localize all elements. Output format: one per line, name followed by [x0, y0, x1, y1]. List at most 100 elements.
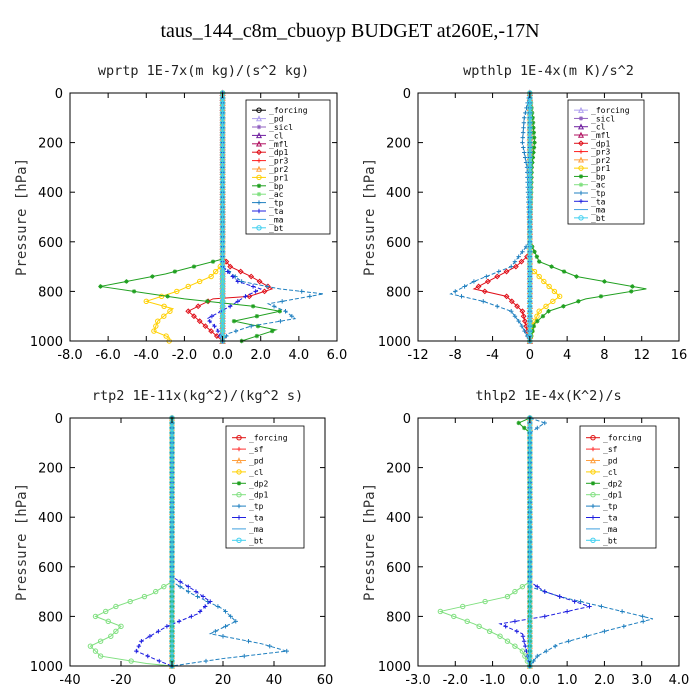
x-tick-label: -2.0 — [443, 673, 468, 688]
legend-marker — [590, 481, 596, 486]
data-point — [215, 604, 221, 609]
plot-frame — [69, 417, 326, 667]
data-point — [98, 284, 103, 289]
data-point — [136, 643, 142, 649]
data-point — [527, 288, 533, 295]
legend-marker — [590, 435, 596, 441]
data-point — [161, 303, 167, 309]
series-line — [89, 418, 173, 667]
data-point — [527, 598, 533, 605]
legend-marker — [590, 515, 596, 520]
data-point — [164, 624, 170, 629]
legend-marker — [578, 199, 584, 204]
data-point — [131, 289, 137, 294]
data-point — [546, 309, 551, 314]
data-point — [527, 258, 533, 265]
data-point — [227, 263, 234, 270]
data-point — [219, 323, 226, 329]
legend-entry: _sf — [249, 445, 264, 454]
data-point — [169, 504, 175, 510]
data-point — [527, 474, 533, 481]
y-axis-label: Pressure [hPa] — [362, 483, 378, 601]
legend-marker — [590, 469, 596, 475]
data-point — [163, 333, 169, 339]
data-point — [200, 594, 206, 599]
data-point — [527, 219, 533, 225]
data-point — [542, 614, 547, 619]
data-point — [219, 179, 226, 185]
legend-entry: _bp — [269, 182, 284, 191]
data-point — [527, 539, 533, 545]
y-tick-label: 400 — [38, 186, 63, 201]
data-point — [215, 328, 221, 334]
y-tick-label: 0 — [403, 87, 411, 102]
data-point — [151, 328, 157, 334]
data-point — [169, 648, 175, 654]
data-point — [521, 120, 527, 125]
data-point — [169, 598, 175, 605]
data-point — [186, 589, 191, 594]
data-point — [169, 583, 175, 590]
data-point — [520, 249, 525, 254]
legend-entry: _dp1 — [603, 491, 622, 500]
legend-entry: _tp — [591, 189, 606, 198]
data-point — [169, 474, 175, 481]
data-point — [169, 578, 175, 585]
data-point — [527, 154, 533, 161]
legend-entry: _mfl — [591, 131, 610, 140]
data-point — [516, 318, 521, 324]
data-point — [550, 298, 556, 305]
data-point — [602, 279, 607, 284]
data-point — [219, 224, 226, 230]
data-point — [527, 224, 533, 230]
data-point — [520, 135, 525, 140]
data-point — [191, 264, 197, 269]
data-point — [169, 514, 175, 520]
x-tick-label: 16 — [671, 348, 688, 363]
data-point — [186, 584, 191, 589]
data-point — [543, 303, 549, 309]
data-point — [219, 134, 226, 141]
data-point — [219, 139, 226, 146]
legend-entry: _cl — [603, 468, 618, 477]
data-point — [508, 298, 515, 305]
legend-entry: _ma — [249, 525, 264, 534]
data-point — [629, 289, 634, 294]
data-point — [299, 289, 304, 294]
data-point — [169, 484, 175, 491]
data-point — [535, 584, 540, 589]
legend-entry: _bt — [249, 536, 264, 545]
data-point — [527, 229, 533, 235]
data-point — [527, 588, 533, 595]
data-point — [169, 653, 175, 659]
data-point — [169, 479, 175, 486]
data-point — [527, 633, 533, 639]
data-point — [481, 299, 486, 304]
data-point — [219, 328, 226, 334]
legend-box — [245, 99, 331, 235]
data-point — [169, 569, 175, 575]
data-point — [219, 174, 226, 181]
legend-marker — [589, 457, 597, 464]
data-point — [246, 639, 251, 644]
data-point — [169, 603, 175, 610]
data-point — [598, 294, 604, 299]
data-point — [512, 588, 518, 595]
data-point — [512, 263, 519, 270]
data-point — [169, 633, 175, 639]
data-point — [196, 318, 203, 325]
data-point — [527, 464, 533, 471]
data-point — [113, 628, 119, 634]
data-point — [169, 529, 175, 535]
data-point — [127, 598, 133, 605]
y-tick-label: 400 — [386, 186, 411, 201]
data-point — [460, 603, 466, 610]
data-point — [520, 313, 527, 320]
data-point — [536, 259, 542, 264]
legend-marker — [578, 190, 584, 196]
data-point — [228, 304, 233, 309]
data-point — [527, 469, 533, 476]
data-point — [219, 214, 226, 220]
legend-marker — [578, 116, 584, 121]
data-point — [536, 308, 542, 314]
